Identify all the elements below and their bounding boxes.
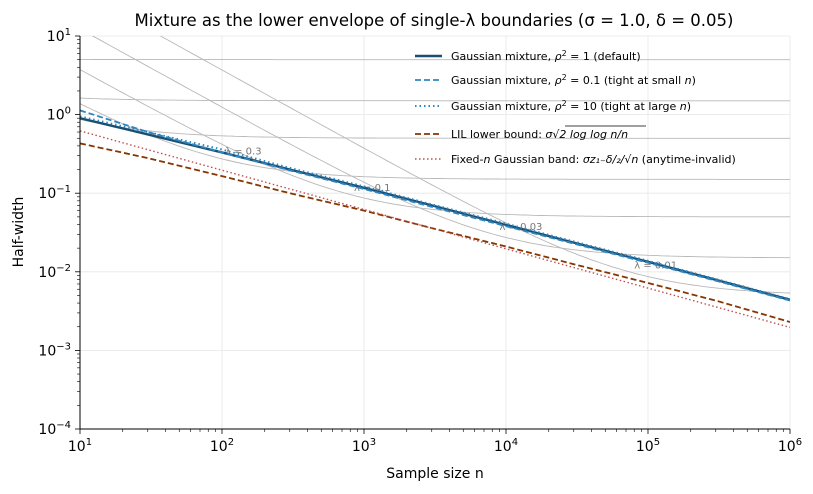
x-axis-label: Sample size n	[386, 466, 483, 482]
single-lambda-curve	[80, 103, 790, 180]
lambda-label: λ = 0.3	[225, 147, 262, 158]
x-ticks: 101 102 103 104 105 106	[68, 429, 802, 455]
x-tick-label: 102	[210, 437, 234, 455]
single-lambda-curve	[80, 118, 790, 139]
y-tick-label: 10−1	[38, 184, 71, 202]
legend-entry-rho01: Gaussian mixture, ρ2 = 0.1 (tight at sma…	[451, 73, 696, 87]
series-line	[80, 130, 790, 329]
y-tick-label: 10−3	[38, 341, 71, 359]
series-lines	[80, 109, 790, 329]
grid	[79, 35, 791, 430]
y-tick-label: 101	[47, 27, 71, 45]
lambda-label: λ = 0.01	[634, 261, 677, 272]
y-tick-label: 10−2	[38, 263, 71, 281]
series-line	[80, 142, 790, 323]
single-lambda-curve	[80, 69, 790, 218]
legend: Gaussian mixture, ρ2 = 1 (default) Gauss…	[415, 49, 736, 166]
x-tick-label: 106	[778, 437, 802, 455]
legend-entry-fixedn: Fixed-n Gaussian band: σz₁₋δ/₂/√n (anyti…	[451, 153, 736, 166]
y-tick-label: 100	[47, 106, 71, 124]
single-lambda-curve	[91, 36, 790, 259]
legend-entry-rho10: Gaussian mixture, ρ2 = 10 (tight at larg…	[451, 99, 691, 113]
x-tick-label: 104	[494, 437, 518, 455]
x-tick-label: 103	[352, 437, 376, 455]
y-axis-label: Half-width	[11, 197, 27, 268]
x-tick-label: 105	[636, 437, 660, 455]
series-line	[80, 109, 790, 302]
chart-title: Mixture as the lower envelope of single-…	[135, 11, 734, 30]
legend-entry-lil: LIL lower bound: σ√2 log log n/n	[451, 128, 628, 141]
single-lambda-curve	[159, 36, 790, 294]
y-ticks: 10−4 10−3 10−2 10−1 100 101	[38, 27, 80, 438]
y-tick-label: 10−4	[38, 420, 71, 438]
lambda-boundaries: λ = 0.3λ = 0.1λ = 0.03λ = 0.01	[80, 36, 790, 294]
x-tick-label: 101	[68, 437, 92, 455]
single-lambda-curve	[80, 97, 790, 102]
legend-entry-rho1: Gaussian mixture, ρ2 = 1 (default)	[451, 49, 641, 63]
